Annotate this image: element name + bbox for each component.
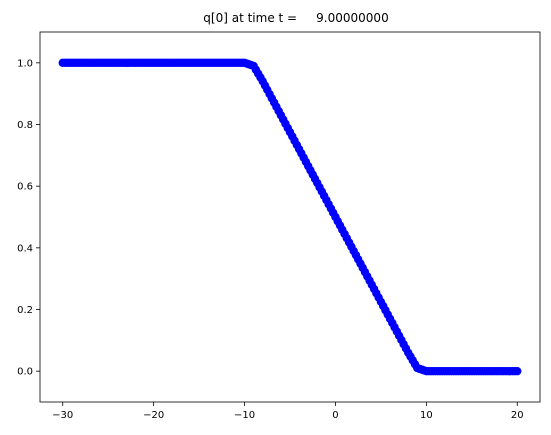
data-point [513, 366, 522, 376]
x-tick-label: −20 [143, 410, 164, 421]
y-tick-label: 0.8 [17, 120, 33, 131]
y-tick-label: 0.4 [17, 243, 33, 254]
y-tick-label: 0.6 [17, 182, 33, 193]
x-tick-label: −10 [234, 410, 255, 421]
x-tick-label: 20 [511, 410, 524, 421]
x-tick-label: −30 [52, 410, 73, 421]
x-tick-label: 10 [420, 410, 433, 421]
y-tick-label: 1.0 [17, 58, 33, 69]
y-tick-label: 0.0 [17, 367, 33, 378]
scatter-points [58, 58, 522, 376]
y-axis: 0.0 0.2 0.4 0.6 0.8 1.0 [17, 58, 40, 378]
y-tick-label: 0.2 [17, 305, 33, 316]
x-axis: −30 −20 −10 0 10 20 [52, 402, 524, 421]
chart-title: q[0] at time t = 9.00000000 [203, 11, 388, 25]
x-tick-label: 0 [332, 410, 338, 421]
plot-frame [39, 31, 541, 403]
